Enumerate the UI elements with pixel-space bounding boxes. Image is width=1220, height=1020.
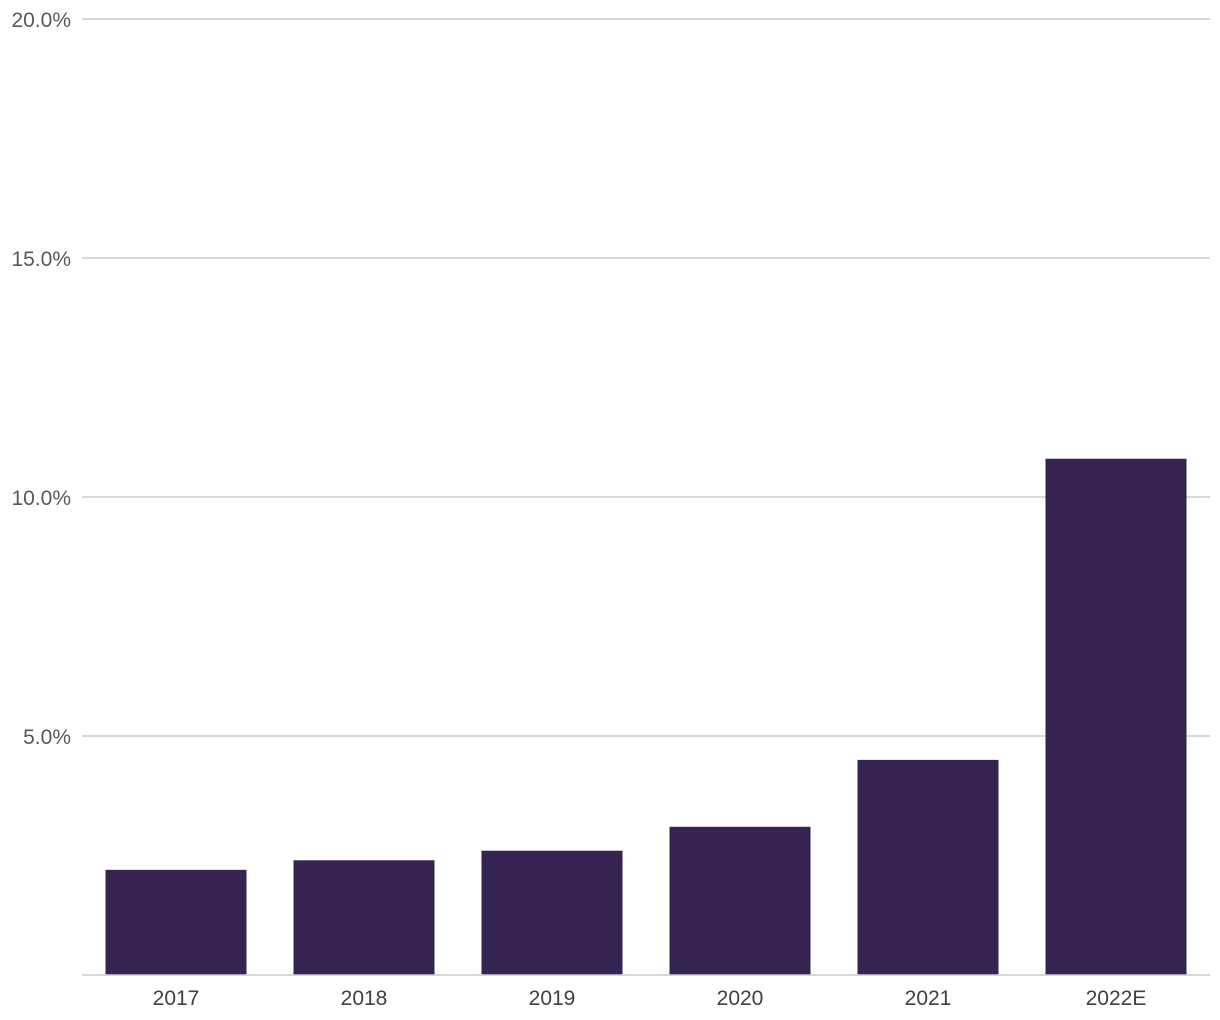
bar-2017 — [105, 869, 247, 975]
x-tick-label: 2019 — [529, 987, 576, 1010]
y-tick-label: 20.0% — [11, 9, 71, 32]
x-tick-label: 2018 — [341, 987, 388, 1010]
bar-2020 — [669, 826, 811, 975]
x-tick-label: 2021 — [905, 987, 952, 1010]
bar-2019 — [481, 850, 623, 975]
y-tick-label: 15.0% — [11, 248, 71, 271]
bars — [105, 458, 1187, 975]
x-tick-label: 2022E — [1086, 987, 1147, 1010]
bar-2022E — [1045, 458, 1187, 975]
x-axis-tick-labels: 2017 2018 2019 2020 2021 2022E — [153, 987, 1147, 1010]
gridlines — [82, 18, 1210, 737]
y-tick-label: 10.0% — [11, 487, 71, 510]
x-tick-label: 2017 — [153, 987, 200, 1010]
y-axis-tick-labels: 5.0% 10.0% 15.0% 20.0% — [11, 9, 71, 749]
bar-2021 — [857, 759, 999, 975]
bar-2018 — [293, 860, 435, 975]
y-tick-label: 5.0% — [23, 726, 71, 749]
x-tick-label: 2020 — [717, 987, 764, 1010]
